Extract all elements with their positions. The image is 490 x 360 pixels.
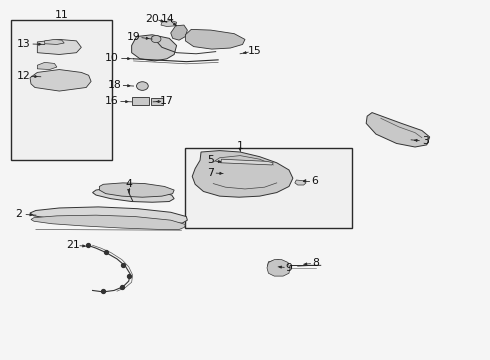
Polygon shape [185,30,245,49]
Bar [185,148,351,228]
Text: 3: 3 [422,136,429,146]
Point [125,273,133,279]
Polygon shape [99,183,174,197]
Point [119,262,127,268]
Text: 21: 21 [66,240,80,250]
Text: 10: 10 [105,53,119,63]
Polygon shape [37,62,57,69]
Text: 19: 19 [127,32,141,41]
Text: 4: 4 [125,179,132,189]
Text: 16: 16 [105,96,119,106]
Text: 12: 12 [17,71,30,81]
Text: 18: 18 [108,80,122,90]
Bar [11,21,112,160]
Point [99,288,107,294]
Text: 14: 14 [161,14,174,24]
Text: 8: 8 [313,258,319,268]
Polygon shape [171,25,187,40]
Polygon shape [132,35,176,61]
Text: 1: 1 [237,141,244,151]
Point [102,249,110,255]
Polygon shape [192,150,293,197]
Polygon shape [220,159,273,165]
Text: 5: 5 [207,155,214,165]
Polygon shape [30,69,91,91]
Point [118,284,126,290]
Circle shape [137,82,148,90]
Polygon shape [37,40,81,54]
Polygon shape [267,260,290,276]
Text: 15: 15 [248,46,262,56]
Text: 7: 7 [207,168,214,178]
Text: 2: 2 [15,209,22,219]
Polygon shape [295,180,306,185]
Circle shape [151,36,161,42]
Text: 17: 17 [160,96,173,106]
Bar [151,98,163,105]
Text: 9: 9 [286,263,293,273]
Text: 20: 20 [145,14,159,24]
Text: 13: 13 [17,39,30,49]
Polygon shape [93,188,174,202]
Bar [132,97,149,105]
Polygon shape [31,215,185,229]
Polygon shape [268,260,285,268]
Polygon shape [30,207,187,224]
Polygon shape [45,40,64,44]
Point [84,242,92,248]
Polygon shape [366,113,430,147]
Text: 11: 11 [55,10,69,20]
Polygon shape [161,21,176,27]
Text: 6: 6 [311,176,318,186]
